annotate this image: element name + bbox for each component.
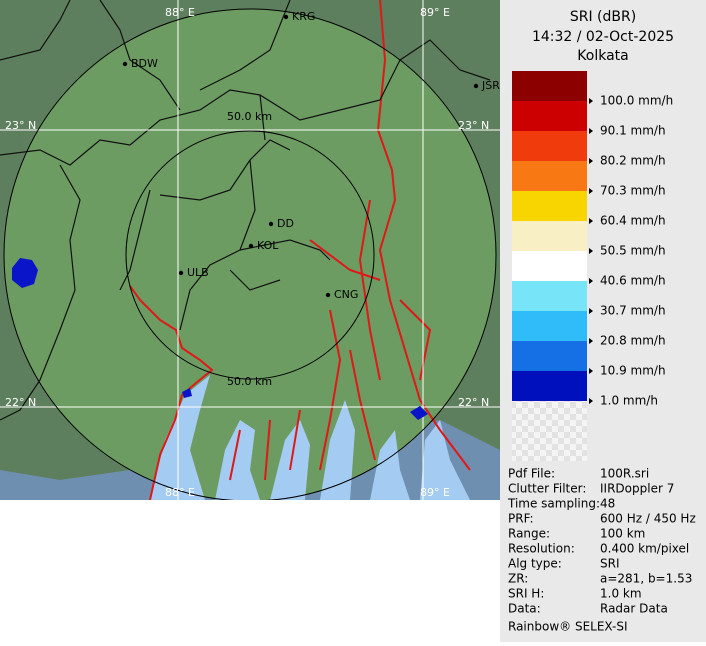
legend-swatch (512, 281, 587, 311)
legend-swatch (512, 131, 587, 161)
city-dot (268, 221, 274, 227)
city-dot (325, 292, 331, 298)
rivers-delta (229, 0, 471, 481)
info-value: 100R.sri (600, 467, 649, 481)
grid-label: 88° E (165, 6, 195, 19)
legend-swatch (512, 191, 587, 221)
legend-label: 100.0 mm/h (600, 94, 673, 108)
info-key: Data: (508, 602, 541, 616)
city-label: DD (277, 217, 294, 230)
legend-label: 60.4 mm/h (600, 214, 666, 228)
legend-tick (589, 188, 593, 194)
legend-swatch (512, 371, 587, 401)
grid-labels: 88° E 89° E 23° N 23° N 22° N 22° N 88° E 89° E (5, 6, 489, 499)
grid-label: 89° E (420, 6, 450, 19)
city-label: KOL (257, 239, 279, 252)
legend-swatch (512, 341, 587, 371)
info-value: 1.0 km (600, 587, 642, 601)
city-dot (473, 83, 479, 89)
footer: Rainbow® SELEX-SI (508, 620, 628, 634)
info-key: Pdf File: (508, 467, 555, 481)
legend-swatch (512, 221, 587, 251)
legend-label: 40.6 mm/h (600, 274, 666, 288)
legend-tick (589, 248, 593, 254)
no-data-swatch (512, 401, 587, 461)
legend-label: 1.0 mm/h (600, 394, 658, 408)
city-dot (122, 61, 128, 67)
grid-label: 88° E (165, 486, 195, 499)
legend-tick (589, 128, 593, 134)
range-ring (3, 8, 497, 500)
legend-tick (589, 308, 593, 314)
legend-tick (589, 338, 593, 344)
river (129, 285, 214, 500)
range-label: 50.0 km (227, 375, 272, 388)
legend-tick (589, 398, 593, 404)
city-label: ULB (187, 266, 209, 279)
color-legend: 100.0 mm/h 90.1 mm/h 80.2 mm/h 70.3 mm/h 60.… (512, 71, 673, 408)
legend-label: 90.1 mm/h (600, 124, 666, 138)
legend-tick (589, 368, 593, 374)
info-key: PRF: (508, 512, 534, 526)
city-dot (248, 243, 254, 249)
legend-tick (589, 218, 593, 224)
radar-coverage (4, 9, 496, 500)
legend-tick (589, 158, 593, 164)
legend-swatch (512, 101, 587, 131)
info-key: Time sampling: (507, 497, 600, 511)
info-key: Alg type: (508, 557, 562, 571)
info-key: Range: (508, 527, 550, 541)
sea-inside (150, 375, 470, 500)
info-key: SRI H: (508, 587, 544, 601)
info-key: ZR: (508, 572, 528, 586)
info-value: IIRDoppler 7 (600, 482, 674, 496)
rain-echo (12, 258, 38, 288)
info-table: Pdf File: 100R.sri Clutter Filter: IIRDoppl… (507, 467, 696, 616)
legend-label: 20.8 mm/h (600, 334, 666, 348)
info-value: SRI (600, 557, 620, 571)
legend-label: 50.5 mm/h (600, 244, 666, 258)
info-value: 100 km (600, 527, 645, 541)
legend-swatch (512, 251, 587, 281)
city-dot (283, 14, 289, 20)
legend-swatch (512, 161, 587, 191)
info-value: 48 (600, 497, 615, 511)
grid-label: 23° N (5, 119, 36, 132)
city-label: JSR (481, 79, 500, 92)
legend-label: 10.9 mm/h (600, 364, 666, 378)
city-dot (178, 270, 184, 276)
grid-label: 22° N (5, 396, 36, 409)
legend-title: SRI (dBR) (570, 9, 636, 25)
legend-tick (589, 98, 593, 104)
legend-time: 14:32 / 02-Oct-2025 (532, 29, 674, 45)
info-value: Radar Data (600, 602, 668, 616)
info-value: 0.400 km/pixel (600, 542, 689, 556)
range-ring (125, 130, 375, 380)
legend-swatch (512, 71, 587, 101)
city-labels: BDW KRG JSR DD KOL ULB CNG (122, 10, 500, 301)
district-borders (0, 0, 491, 421)
legend-site: Kolkata (577, 48, 628, 64)
range-label: 50.0 km (227, 110, 272, 123)
info-value: a=281, b=1.53 (600, 572, 692, 586)
legend-swatch (512, 311, 587, 341)
grid-label: 23° N (458, 119, 489, 132)
legend-label: 80.2 mm/h (600, 154, 666, 168)
grid-label: 89° E (420, 486, 450, 499)
map: BDW KRG JSR DD KOL ULB CNG 88° E 89° E 23° N 23° … (0, 0, 500, 500)
legend-tick (589, 278, 593, 284)
info-key: Clutter Filter: (508, 482, 586, 496)
info-key: Resolution: (508, 542, 575, 556)
legend-label: 30.7 mm/h (600, 304, 666, 318)
legend-label: 70.3 mm/h (600, 184, 666, 198)
city-label: KRG (292, 10, 315, 23)
city-label: BDW (131, 57, 158, 70)
city-label: CNG (334, 288, 358, 301)
grid-label: 22° N (458, 396, 489, 409)
info-value: 600 Hz / 450 Hz (600, 512, 696, 526)
